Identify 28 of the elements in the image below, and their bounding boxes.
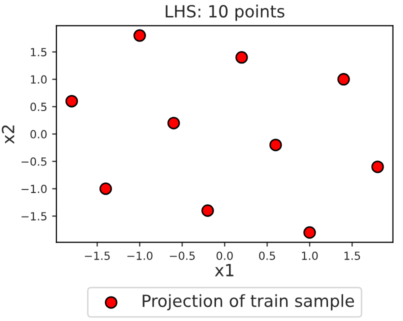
- y-tick-label: 1.0: [30, 75, 47, 84]
- y-tick-label: 0.5: [30, 102, 46, 112]
- chart-title: LHS: 10 points: [166, 4, 284, 21]
- x-tick-label: −1.0: [127, 252, 152, 260]
- point: [303, 226, 316, 239]
- point: [133, 29, 146, 42]
- point: [167, 116, 180, 130]
- y-tick-label: −1.5: [22, 212, 46, 220]
- legend-label: Projection of train sample: [142, 294, 354, 310]
- y-tick-label: −1.0: [22, 184, 47, 194]
- x-tick-label: 1.0: [302, 252, 318, 260]
- point: [235, 51, 248, 64]
- y-tick-label: −0.5: [22, 157, 46, 166]
- y-axis-title: x2: [2, 125, 14, 144]
- point: [99, 182, 112, 195]
- point: [337, 73, 350, 86]
- x-tick-label: −1.5: [84, 252, 110, 260]
- x-tick-label: −0.5: [170, 252, 195, 260]
- x-tick-label: 1.5: [344, 252, 360, 260]
- point: [371, 160, 384, 174]
- point: [269, 138, 282, 152]
- point: [65, 94, 78, 108]
- point: [201, 204, 214, 217]
- x-tick-label: 0.5: [259, 252, 276, 260]
- y-tick-label: 1.5: [30, 48, 46, 56]
- y-tick-label: 0.0: [30, 130, 47, 138]
- x-axis-title: x1: [214, 264, 234, 276]
- x-tick-label: 0.0: [216, 252, 233, 260]
